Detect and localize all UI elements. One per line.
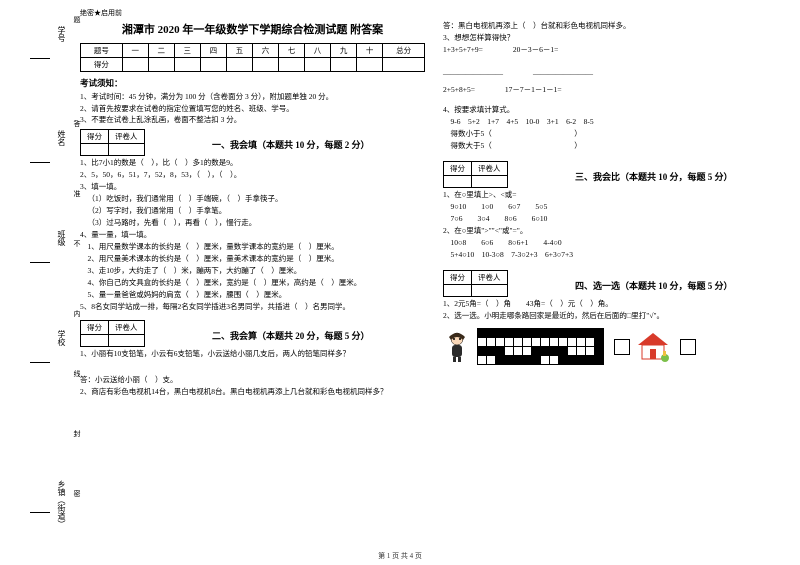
- calc-expr: 17－7－1－1－1=: [505, 84, 562, 96]
- score-header: 六: [252, 44, 278, 58]
- compare-row: 9○10 1○0 6○7 5○5: [443, 201, 788, 213]
- question: 1、在○里填上>、<或=: [443, 189, 788, 201]
- calc-expr: 2+5+8+5=: [443, 84, 475, 96]
- question-sub: 4、你自己的文具盒的长约是（ ）厘米，宽约是（ ）厘米，高约是（ ）厘米。: [80, 277, 425, 289]
- section-scorebox: 得分评卷人: [443, 270, 508, 297]
- notice-item: 1、考试时间：45 分钟，满分为 100 分（含卷面分 3 分），附加题单独 2…: [80, 91, 425, 103]
- margin-label: 学号: [56, 26, 67, 42]
- question: 1、小丽有10支铅笔，小云有6支铅笔，小云送给小丽几支后，两人的铅笔同样多？: [80, 348, 425, 360]
- page-content: 绝密★启用前 湘潭市 2020 年一年级数学下学期综合检测试题 附答案 题号 一…: [80, 8, 788, 545]
- question: 4、按要求填计算式。: [443, 104, 788, 116]
- notice-header: 考试须知：: [80, 77, 425, 89]
- score-header: 四: [200, 44, 226, 58]
- question: 5、8名女同学站成一排，每隔2名女同学插进3名男同学，共插进（ ）名男同学。: [80, 301, 425, 313]
- blank-line: ________________: [533, 66, 593, 78]
- choice-box: [680, 339, 696, 355]
- exam-title: 湘潭市 2020 年一年级数学下学期综合检测试题 附答案: [80, 21, 425, 37]
- question: 2、选一选。小明走哪条路回家是最近的，然后在后面的□里打"√"。: [443, 310, 788, 322]
- question: 3、填一填。: [80, 181, 425, 193]
- left-column: 绝密★启用前 湘潭市 2020 年一年级数学下学期综合检测试题 附答案 题号 一…: [80, 8, 425, 545]
- question-sub: 5、量一量爸爸或妈妈的肩宽（ ）厘米，腰围（ ）厘米。: [80, 289, 425, 301]
- section-4-title: 四、选一选（本题共 10 分，每题 5 分）: [520, 269, 789, 292]
- answer-line: 答：小云送给小丽（ ）支。: [80, 374, 425, 386]
- compare-row: 5+4○10 10-3○8 7-3○2+3 6+3○7+3: [443, 249, 788, 261]
- score-header: 八: [305, 44, 331, 58]
- score-header: 七: [278, 44, 304, 58]
- question: 2、5，50，6，51，7，52，8，53，（ ），（ ）。: [80, 169, 425, 181]
- score-header: 一: [122, 44, 148, 58]
- section-1-title: 一、我会填（本题共 10 分，每题 2 分）: [157, 128, 426, 151]
- margin-label: 班级: [56, 230, 67, 246]
- question: 4、量一量，填一填。: [80, 229, 425, 241]
- notice-item: 3、不要在试卷上乱涂乱画，卷面不整洁扣 3 分。: [80, 114, 425, 126]
- expr-list: 9-6 5+2 1+7 4+5 10-0 3+1 6-2 8-5: [443, 116, 788, 128]
- section-3-title: 三、我会比（本题共 10 分，每题 5 分）: [520, 160, 789, 183]
- margin-label: 乡镇（街道）: [56, 480, 67, 528]
- calc-expr: 20－3－6－1=: [513, 44, 558, 56]
- score-header: 二: [148, 44, 174, 58]
- section-scorebox: 得分评卷人: [443, 161, 508, 188]
- section-scorebox: 得分评卷人: [80, 129, 145, 156]
- question-sub: （1）吃饭时，我们通常用（ ）手端碗，（ ）手拿筷子。: [80, 193, 425, 205]
- notice-item: 2、请首先按要求在试卷的指定位置填写您的姓名、班级、学号。: [80, 103, 425, 115]
- score-header: 题号: [81, 44, 123, 58]
- binding-margin: 学号 姓名 班级 学校 乡镇（街道）: [56, 0, 70, 540]
- score-header: 三: [174, 44, 200, 58]
- margin-label: 学校: [56, 330, 67, 346]
- question: 2、在○里填">""<"或"="。: [443, 225, 788, 237]
- blank-line: ________________: [443, 66, 503, 78]
- compare-row: 7○6 3○4 8○6 6○10: [443, 213, 788, 225]
- answer-line: 答：黑白电视机再添上（ ）台就和彩色电视机同样多。: [443, 20, 788, 32]
- score-table: 题号 一 二 三 四 五 六 七 八 九 十 总分 得分: [80, 43, 425, 72]
- house-icon: [636, 331, 670, 363]
- score-header: 总分: [383, 44, 425, 58]
- page-footer: 第 1 页 共 4 页: [0, 551, 800, 561]
- right-column: 答：黑白电视机再添上（ ）台就和彩色电视机同样多。 3、想想怎样算得快？ 1+3…: [443, 8, 788, 545]
- score-header: 十: [357, 44, 383, 58]
- question: 3、想想怎样算得快？: [443, 32, 788, 44]
- question: 1、比7小1的数是（ ），比（ ）多1的数是9。: [80, 157, 425, 169]
- answer-slot: 得数大于5（ ）: [443, 140, 788, 152]
- table-row: 题号 一 二 三 四 五 六 七 八 九 十 总分: [81, 44, 425, 58]
- compare-row: 10○8 6○6 8○6+1 4-4○0: [443, 237, 788, 249]
- choice-box: [614, 339, 630, 355]
- margin-label: 姓名: [56, 130, 67, 146]
- question-sub: 1、用尺量数学课本的长约是（ ）厘米，量数学课本的宽约是（ ）厘米。: [80, 241, 425, 253]
- question-sub: 3、走10步，大约走了（ ）米，蹦两下，大约蹦了（ ）厘米。: [80, 265, 425, 277]
- path-figure: [443, 328, 788, 365]
- question-sub: （2）写字时，我们通常用（ ）手拿笔。: [80, 205, 425, 217]
- section-2-title: 二、我会算（本题共 20 分，每题 5 分）: [157, 319, 426, 342]
- secret-mark: 绝密★启用前: [80, 8, 425, 18]
- question-sub: （3）过马路时，先看（ ），再看（ ），慢行走。: [80, 217, 425, 229]
- path-grid: [477, 328, 604, 365]
- score-header: 五: [226, 44, 252, 58]
- answer-slot: 得数小于5（ ）: [443, 128, 788, 140]
- table-row: 得分: [81, 58, 425, 72]
- question: 1、2元5角=（ ）角 43角=（ ）元（ ）角。: [443, 298, 788, 310]
- question: 2、商店有彩色电视机14台，黑白电视机8台。黑白电视机再添上几台就和彩色电视机同…: [80, 386, 425, 398]
- question-sub: 2、用尺量美术课本的长约是（ ）厘米，量美术课本的宽约是（ ）厘米。: [80, 253, 425, 265]
- calc-expr: 1+3+5+7+9=: [443, 44, 483, 56]
- score-header: 九: [331, 44, 357, 58]
- score-cell: 得分: [81, 58, 123, 72]
- child-icon: [443, 331, 471, 363]
- section-scorebox: 得分评卷人: [80, 320, 145, 347]
